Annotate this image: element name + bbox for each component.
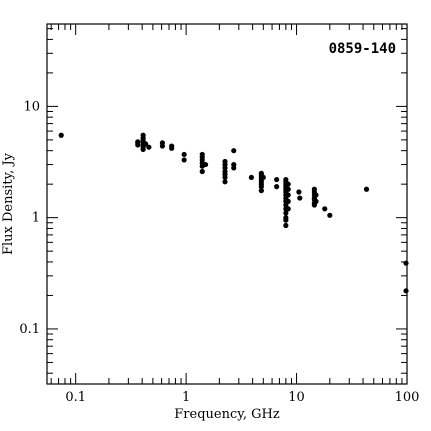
data-point xyxy=(181,157,187,163)
data-point xyxy=(260,174,266,181)
data-point xyxy=(327,212,333,218)
data-points xyxy=(58,132,409,294)
y-tick-label: 1 xyxy=(32,211,40,226)
x-tick-label: 100 xyxy=(395,390,420,405)
data-point xyxy=(135,140,141,146)
data-point xyxy=(58,132,64,138)
data-point xyxy=(231,148,237,154)
chart-title: 0859-140 xyxy=(329,41,396,57)
data-point xyxy=(283,217,289,223)
y-tick-label: 10 xyxy=(23,99,40,114)
data-point xyxy=(274,176,280,183)
data-point xyxy=(146,144,152,150)
data-point xyxy=(222,174,228,181)
data-point xyxy=(222,165,228,171)
x-tick-label: 0.1 xyxy=(65,390,86,405)
plot-frame xyxy=(46,23,408,385)
data-point xyxy=(313,198,319,204)
data-point xyxy=(143,141,149,147)
data-point xyxy=(403,288,409,294)
data-point xyxy=(231,165,237,171)
data-point xyxy=(313,192,319,198)
data-point xyxy=(258,184,264,190)
data-point xyxy=(283,210,289,216)
data-point xyxy=(322,206,328,212)
x-tick-label: 1 xyxy=(182,390,190,405)
data-point xyxy=(159,143,166,149)
y-axis-label: Flux Density, Jy xyxy=(1,152,16,255)
data-point xyxy=(285,198,291,204)
data-point xyxy=(285,181,291,187)
data-point xyxy=(363,186,370,192)
data-point xyxy=(285,186,291,192)
x-tick-label: 10 xyxy=(288,390,305,405)
data-point xyxy=(199,168,205,175)
data-point xyxy=(169,145,175,151)
data-point xyxy=(403,260,409,266)
data-point xyxy=(140,146,146,153)
data-point xyxy=(285,192,291,198)
y-tick-label: 0.1 xyxy=(19,322,40,337)
x-axis-label: Frequency, GHz xyxy=(174,407,280,422)
data-point xyxy=(283,222,289,229)
data-point xyxy=(202,161,209,168)
data-point xyxy=(297,195,303,201)
data-point xyxy=(248,174,254,181)
data-point xyxy=(274,184,280,190)
data-point xyxy=(181,151,187,158)
data-point xyxy=(285,206,291,212)
data-point xyxy=(222,179,228,185)
axis-ticks: 0.1 1 10 100 0.1 1 10 xyxy=(19,24,419,405)
data-point xyxy=(296,189,302,195)
data-point xyxy=(258,188,264,194)
